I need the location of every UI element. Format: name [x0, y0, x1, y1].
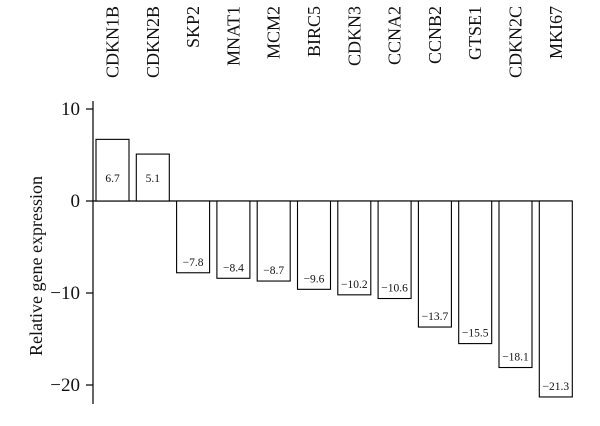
bar-value-label: −15.5 — [462, 328, 489, 340]
bar — [417, 200, 452, 328]
category-label: MKI67 — [546, 6, 566, 59]
bar — [296, 200, 332, 290]
bar — [337, 200, 372, 296]
bar-value-label: −10.6 — [381, 283, 408, 295]
y-tick-label: −20 — [50, 375, 80, 396]
bar — [135, 153, 170, 202]
bar-value-label: 6.7 — [105, 173, 120, 185]
bar-value-label: −13.7 — [422, 311, 449, 323]
bar-value-label: −7.8 — [183, 257, 204, 269]
y-axis-ticks: 10 0 −10 −20 — [50, 99, 93, 396]
y-tick-label: −10 — [50, 283, 80, 304]
bar — [256, 200, 291, 282]
bar — [498, 200, 533, 369]
bar — [176, 200, 211, 274]
bar-value-label: −18.1 — [502, 352, 529, 364]
category-label: CCNB2 — [425, 6, 445, 64]
bar-value-label: 5.1 — [146, 173, 161, 185]
category-label: MCM2 — [264, 6, 284, 59]
bar — [216, 200, 251, 279]
category-label: SKP2 — [183, 6, 203, 48]
bar-value-label: −8.7 — [263, 265, 284, 277]
category-label: CDKN1B — [103, 6, 123, 78]
category-label: CDKN2B — [143, 6, 163, 78]
y-tick-label: 0 — [71, 191, 81, 212]
bar — [538, 200, 573, 398]
category-label: BIRC5 — [304, 6, 324, 57]
bar — [95, 138, 130, 202]
bar-value-label: −8.4 — [223, 262, 244, 274]
bars-group: 6.7 5.1 −7.8 −8.4 −8.7 −9.6 −10.2 −10.6 −13.7 −15… — [95, 138, 573, 398]
bar — [377, 200, 412, 300]
bar-value-label: −21.3 — [542, 381, 569, 393]
category-label: MNAT1 — [223, 6, 243, 66]
bar-value-label: −10.2 — [341, 279, 368, 291]
y-tick-label: 10 — [61, 99, 80, 120]
category-labels: CDKN1B CDKN2B SKP2 MNAT1 MCM2 BIRC5 CDKN3 CCNA2… — [103, 6, 566, 78]
y-axis-label: Relative gene expression — [26, 176, 46, 356]
bar-value-label: −9.6 — [304, 273, 325, 285]
bar — [458, 200, 493, 345]
category-label: CDKN3 — [344, 6, 364, 66]
category-label: GTSE1 — [465, 6, 485, 60]
category-label: CCNA2 — [385, 6, 405, 65]
category-label: CDKN2C — [506, 6, 526, 78]
